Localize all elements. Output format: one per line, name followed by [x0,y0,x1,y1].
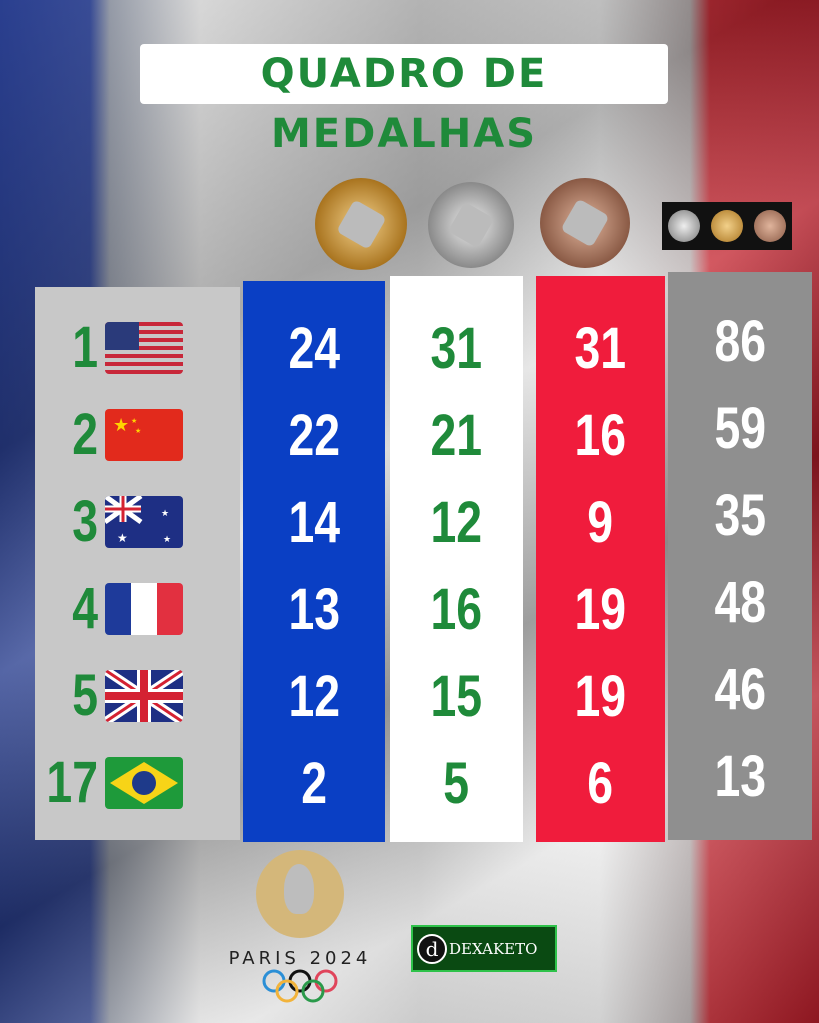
bronze-count: 6 [587,751,614,816]
olympic-rings-icon [262,969,338,1003]
silver-count: 15 [430,664,483,729]
table-row: 4 [35,565,240,652]
bronze-column: 31 16 9 19 19 6 [536,276,665,842]
rank: 4 [72,576,98,641]
br-flag-icon [105,756,183,809]
cn-flag-icon: ★ ★ ★ [105,408,183,461]
total-count: 35 [714,483,766,548]
rank: 2 [72,402,98,467]
svg-text:★: ★ [117,531,128,545]
bronze-medal-icon [540,178,630,268]
gold-count: 22 [288,403,340,468]
bronze-count: 31 [574,316,627,381]
rank: 3 [72,489,98,554]
silver-count: 12 [430,490,483,555]
paris-2024-logo: PARIS 2024 [225,850,375,1020]
bronze-count: 19 [574,577,627,642]
rank: 17 [46,750,98,815]
total-count: 46 [714,657,766,722]
silver-count: 16 [430,577,483,642]
table-row: 17 [35,739,240,826]
rank: 1 [72,315,98,380]
silver-column: 31 21 12 16 15 5 [390,276,523,842]
svg-text:★: ★ [131,417,137,425]
bronze-count: 19 [574,664,627,729]
bronze-count: 16 [574,403,627,468]
au-flag-icon: ★ ★ ★ [105,495,183,548]
silver-count: 31 [430,316,483,381]
total-count: 48 [714,570,766,635]
rank-country-column: 1 2 ★ ★ ★ 3 ★ ★ ★ 4 5 17 [35,287,240,840]
table-row: 3 ★ ★ ★ [35,478,240,565]
total-column: 86 59 35 48 46 13 [668,272,812,840]
bronze-count: 9 [587,490,614,555]
svg-text:★: ★ [161,509,169,519]
all-medals-icon [662,202,792,250]
gold-count: 24 [288,316,340,381]
svg-text:★: ★ [163,535,171,545]
table-row: 2 ★ ★ ★ [35,391,240,478]
dexaketo-logo: d DEXAKETO [411,925,557,972]
silver-medal-icon [428,182,514,268]
gold-count: 2 [301,751,327,816]
gb-flag-icon [105,669,183,722]
total-count: 86 [714,309,766,374]
gold-medal-icon [315,178,407,270]
us-flag-icon [105,321,183,374]
rank: 5 [72,663,98,728]
silver-count: 21 [430,403,483,468]
svg-text:★: ★ [135,427,141,435]
gold-column: 24 22 14 13 12 2 [243,281,385,842]
page-title: QUADRO DE MEDALHAS [140,44,668,157]
table-row: 1 [35,304,240,391]
gold-count: 13 [288,577,340,642]
gold-count: 12 [288,664,340,729]
fr-flag-icon [105,582,183,635]
total-count: 59 [714,396,766,461]
total-count: 13 [714,744,766,809]
svg-text:★: ★ [113,415,129,436]
silver-count: 5 [443,751,470,816]
table-row: 5 [35,652,240,739]
gold-count: 14 [288,490,340,555]
